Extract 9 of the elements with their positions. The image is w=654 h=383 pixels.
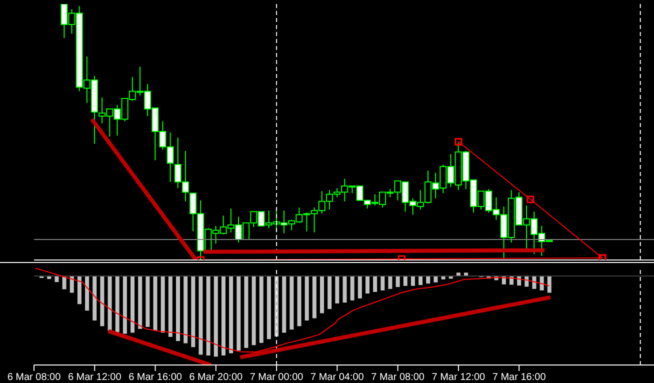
x-tick-label: 6 Mar 08:00 <box>7 372 62 383</box>
x-tick-label: 7 Mar 04:00 <box>310 372 364 383</box>
x-tick-label: 7 Mar 08:00 <box>371 372 425 383</box>
x-tick-label: 6 Mar 16:00 <box>128 372 182 383</box>
x-tick-label: 7 Mar 12:00 <box>432 372 486 383</box>
x-tick-label: 7 Mar 16:00 <box>492 372 546 383</box>
x-tick-label: 7 Mar 00:00 <box>250 372 304 383</box>
x-tick-label: 6 Mar 12:00 <box>68 372 122 383</box>
x-tick-label: 6 Mar 20:00 <box>189 372 244 383</box>
